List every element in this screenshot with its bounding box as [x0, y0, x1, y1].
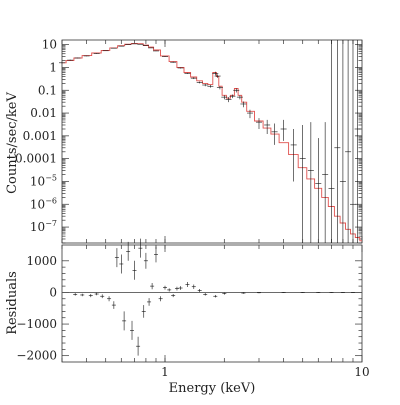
y-tick-label: 0.001 [23, 129, 57, 143]
y-tick-label: 10 [42, 38, 57, 52]
y-tick-label: −1000 [16, 317, 57, 331]
y-tick-label: −2000 [16, 349, 57, 363]
y-tick-label: 0.0001 [15, 152, 57, 166]
y-tick-exponent: −5 [45, 173, 57, 182]
residuals-panel: 1000 0 −1000 −2000 1 10 Residuals Energy (ke… [5, 238, 370, 396]
x-tick-label: 1 [161, 365, 169, 379]
spectrum-ticks [61, 40, 363, 244]
spectrum-y-axis-label: Counts/sec/keV [5, 92, 20, 194]
y-tick-label: 0.01 [30, 106, 57, 120]
y-tick-label: 0.1 [38, 83, 57, 97]
x-tick-label: 10 [354, 365, 369, 379]
residuals-frame [61, 244, 363, 363]
residual-points [73, 238, 355, 356]
y-tick-label: 0 [49, 285, 57, 299]
model-step-line [62, 42, 362, 242]
x-axis-label: Energy (keV) [169, 381, 256, 396]
data-points [59, 40, 361, 243]
residuals-y-tick-labels: 1000 0 −1000 −2000 [16, 254, 57, 363]
y-tick-label: 1000 [26, 254, 57, 268]
spectrum-frame [61, 39, 363, 244]
y-tick-exponent: −6 [45, 196, 57, 205]
energy-x-tick-labels: 1 10 [161, 365, 369, 379]
y-tick-label: 1 [49, 60, 57, 74]
y-tick-exponent: −7 [45, 219, 57, 228]
residuals-y-axis-label: Residuals [5, 271, 20, 335]
model-curve [62, 42, 362, 242]
